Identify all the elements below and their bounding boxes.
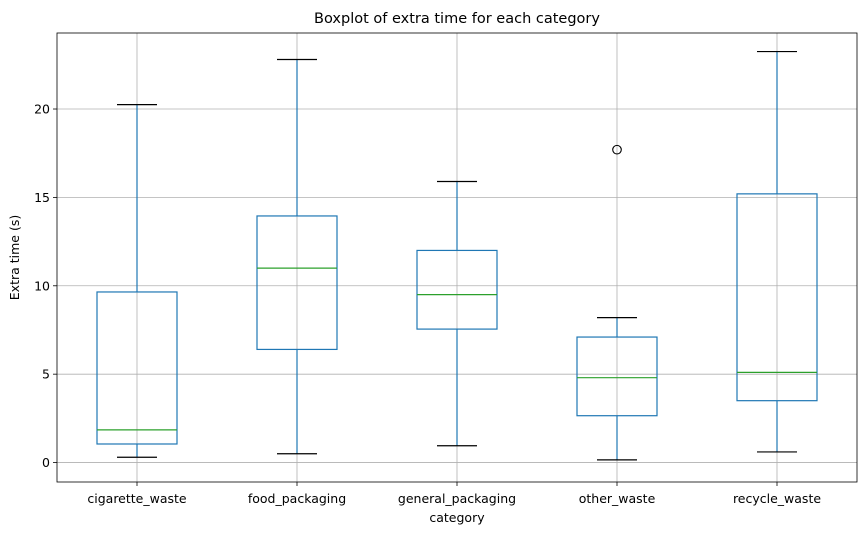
box-iqr bbox=[736, 193, 818, 402]
chart-title: Boxplot of extra time for each category bbox=[314, 11, 600, 27]
box-food_packaging bbox=[256, 58, 338, 455]
y-tick-label: 10 bbox=[34, 278, 50, 293]
x-axis-label: category bbox=[429, 510, 485, 525]
x-tick-label: recycle_waste bbox=[733, 491, 821, 506]
y-tick-label: 20 bbox=[34, 102, 50, 117]
y-tick-label: 0 bbox=[42, 455, 50, 470]
y-tick-label: 5 bbox=[42, 367, 50, 382]
box-other_waste bbox=[576, 144, 658, 461]
y-axis-ticks: 0 5 10 15 20 bbox=[34, 102, 57, 470]
x-tick-label: cigarette_waste bbox=[87, 491, 187, 506]
box-cigarette_waste bbox=[96, 103, 178, 458]
y-axis-label: Extra time (s) bbox=[7, 215, 22, 300]
x-tick-label: other_waste bbox=[579, 491, 656, 506]
box-iqr bbox=[576, 336, 658, 417]
box-iqr bbox=[416, 249, 498, 330]
x-tick-label: general_packaging bbox=[398, 491, 516, 506]
box-recycle_waste bbox=[736, 50, 818, 453]
y-tick-label: 15 bbox=[34, 190, 50, 205]
box-iqr bbox=[256, 215, 338, 351]
x-tick-label: food_packaging bbox=[248, 491, 346, 506]
box-iqr bbox=[96, 291, 178, 445]
box-general_packaging bbox=[416, 180, 498, 447]
box-series bbox=[96, 50, 818, 461]
outlier-point bbox=[612, 144, 622, 155]
x-axis-ticks: cigarette_waste food_packaging general_pac… bbox=[87, 482, 821, 506]
